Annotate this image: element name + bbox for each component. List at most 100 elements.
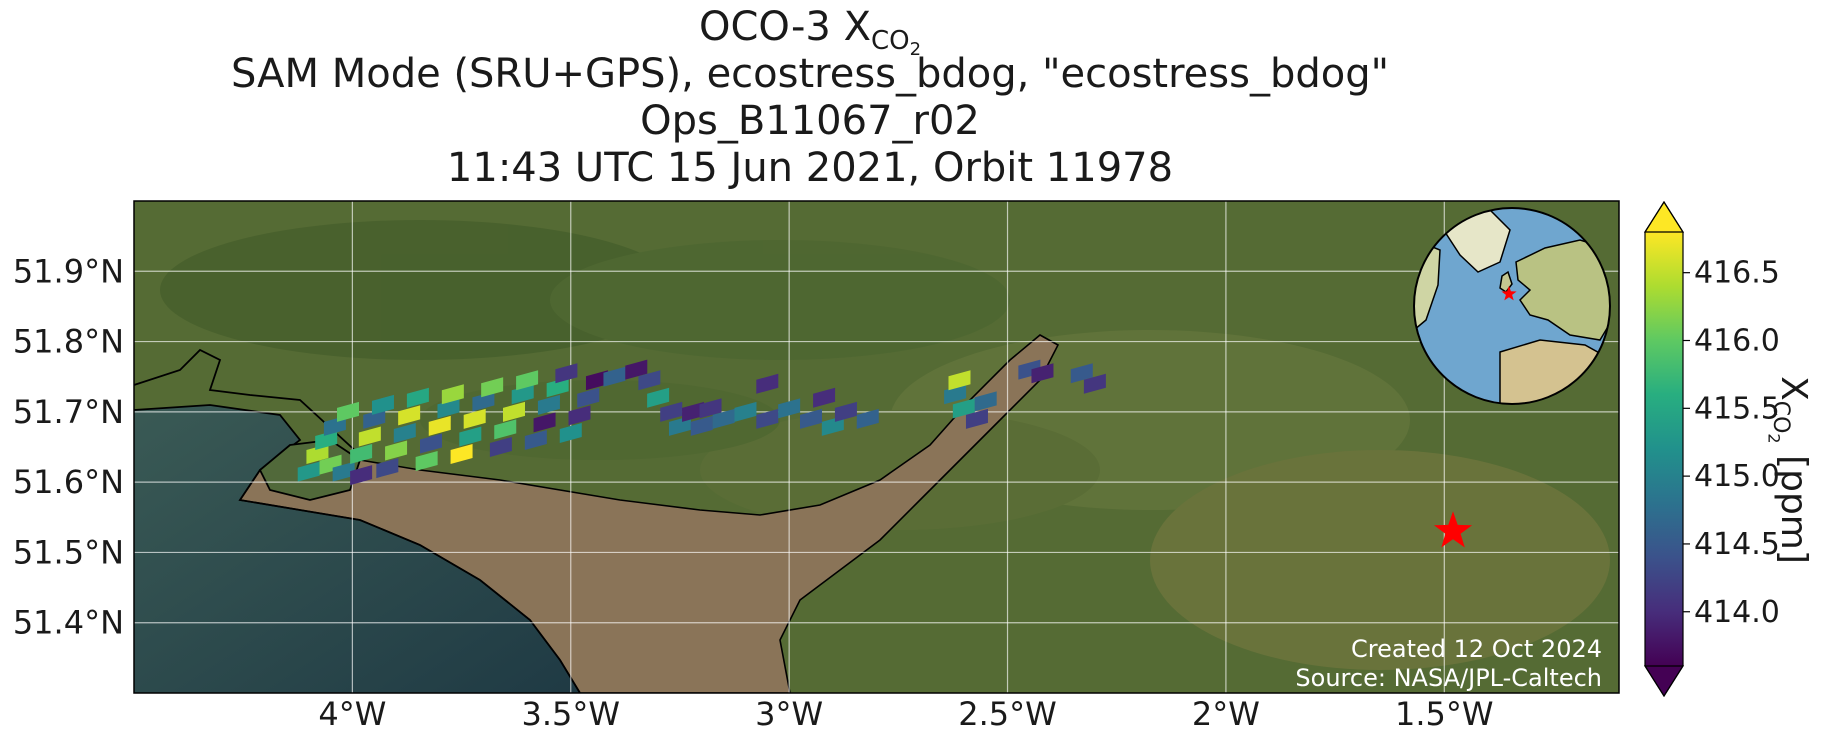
credit-created: Created 12 Oct 2024 xyxy=(1351,635,1602,663)
sounding-footprint xyxy=(778,398,801,419)
y-tick-label: 51.6°N xyxy=(13,463,124,501)
sounding-footprint xyxy=(585,370,608,391)
colorbar-tick-label: 415.0 xyxy=(1694,459,1780,494)
sounding-footprint xyxy=(398,405,421,426)
sounding-footprint xyxy=(533,412,556,433)
sounding-footprint xyxy=(297,461,320,482)
sounding-footprint xyxy=(1083,373,1106,394)
sounding-footprint xyxy=(524,429,547,450)
sounding-footprint xyxy=(463,408,486,429)
y-tick-label: 51.9°N xyxy=(13,252,124,290)
map-frame xyxy=(133,200,1620,694)
y-tick-label: 51.8°N xyxy=(13,323,124,361)
sounding-footprint xyxy=(358,426,381,447)
sounding-footprint xyxy=(516,370,539,391)
target-marker xyxy=(1434,511,1473,548)
target-star-icon xyxy=(1434,511,1473,548)
sounding-footprint xyxy=(603,366,626,387)
sounding-footprint xyxy=(371,394,394,415)
sounding-footprint xyxy=(481,377,504,398)
colorbar-tick-label: 415.5 xyxy=(1694,391,1780,426)
sounding-footprint xyxy=(712,408,735,429)
sounding-footprint xyxy=(555,363,578,384)
sounding-footprint xyxy=(1070,363,1093,384)
sounding-footprint xyxy=(756,373,779,394)
sounding-footprint xyxy=(660,401,683,422)
sounding-footprint xyxy=(1031,363,1054,384)
colorbar-frame xyxy=(1644,200,1684,698)
sounding-footprint xyxy=(306,444,329,465)
sounding-footprint xyxy=(450,444,473,465)
sounding-footprint xyxy=(699,398,722,419)
sounding-footprint xyxy=(568,405,591,426)
y-tick-label: 51.4°N xyxy=(13,604,124,642)
title-line-instrument: OCO-3 XCO2 xyxy=(698,4,922,61)
colorbar: 414.0 414.5 415.0 415.5 416.0 416.5 xyxy=(1643,200,1780,698)
colorbar-tick-label: 416.5 xyxy=(1694,256,1780,291)
sounding-footprint xyxy=(350,465,373,486)
sea xyxy=(134,405,580,693)
sounding-footprint xyxy=(420,433,442,454)
sounding-footprint xyxy=(441,384,464,405)
globe-outline xyxy=(1413,207,1611,405)
x-tick-label: 3.5°W xyxy=(521,695,620,733)
axis-ticks: 4°W 3.5°W 3°W 2.5°W 2°W 1.5°W 51.9°N 51.8°N 51.7… xyxy=(13,252,1494,733)
title-line-time-orbit: 11:43 UTC 15 Jun 2021, Orbit 11978 xyxy=(446,145,1174,191)
sounding-footprint xyxy=(756,408,779,429)
map-area: Created 12 Oct 2024 Source: NASA/JPL-Cal… xyxy=(134,201,1619,693)
globe-location-star-icon xyxy=(1501,285,1517,301)
x-tick-label: 1.5°W xyxy=(1395,695,1494,733)
y-tick-label: 51.7°N xyxy=(13,393,124,431)
title-line-mode: SAM Mode (SRU+GPS), ecostress_bdog, "eco… xyxy=(231,51,1389,97)
sounding-footprint xyxy=(856,408,879,429)
sounding-footprint xyxy=(948,370,971,391)
sounding-footprint xyxy=(376,458,399,479)
sounding-footprint xyxy=(734,401,757,422)
xco2-soundings xyxy=(297,359,1106,486)
x-tick-label: 4°W xyxy=(318,695,386,733)
colorbar-tick-label: 416.0 xyxy=(1694,324,1780,359)
sounding-footprint xyxy=(494,419,517,440)
sounding-footprint xyxy=(952,398,975,419)
sounding-footprint xyxy=(682,401,705,422)
sounding-footprint xyxy=(428,415,451,436)
colorbar-gradient xyxy=(1645,232,1683,666)
colorbar-tick-label: 414.5 xyxy=(1694,527,1780,562)
sounding-footprint xyxy=(965,408,988,429)
sounding-footprint xyxy=(385,440,408,461)
x-tick-label: 3°W xyxy=(755,695,823,733)
sounding-footprint xyxy=(625,359,648,380)
sounding-footprint xyxy=(537,394,560,415)
sounding-footprint xyxy=(472,391,495,412)
sounding-footprint xyxy=(502,401,525,422)
sounding-footprint xyxy=(459,426,482,447)
x-tick-label: 2.5°W xyxy=(958,695,1057,733)
colorbar-extend-over xyxy=(1643,200,1685,233)
sounding-footprint xyxy=(415,451,438,472)
y-tick-label: 51.5°N xyxy=(13,533,124,571)
colorbar-label: XCO2 [ppm] xyxy=(1764,376,1814,564)
sounding-footprint xyxy=(799,408,822,429)
coastline xyxy=(134,404,581,693)
sounding-footprint xyxy=(834,401,857,422)
sounding-footprint xyxy=(337,401,360,422)
sounding-footprint xyxy=(559,422,582,443)
sounding-footprint xyxy=(638,370,661,391)
terrain-texture xyxy=(160,220,1610,670)
sounding-footprint xyxy=(363,408,386,429)
sounding-footprint xyxy=(577,387,600,408)
sounding-footprint xyxy=(813,387,836,408)
map-title: OCO-3 XCO2 SAM Mode (SRU+GPS), ecostress… xyxy=(0,4,1620,192)
x-tick-label: 2°W xyxy=(1192,695,1260,733)
sounding-footprint xyxy=(546,377,569,398)
inset-globe xyxy=(1413,207,1611,405)
sounding-footprint xyxy=(332,461,355,482)
colorbar-ticks: 414.0 414.5 415.0 415.5 416.0 416.5 xyxy=(1683,256,1780,630)
sounding-footprint xyxy=(690,415,713,436)
title-line-build: Ops_B11067_r02 xyxy=(640,98,980,144)
sounding-footprint xyxy=(974,391,997,412)
colorbar-extend-under xyxy=(1643,665,1685,698)
greenland xyxy=(1444,208,1511,273)
colorbar-tick-label: 414.0 xyxy=(1694,595,1780,630)
